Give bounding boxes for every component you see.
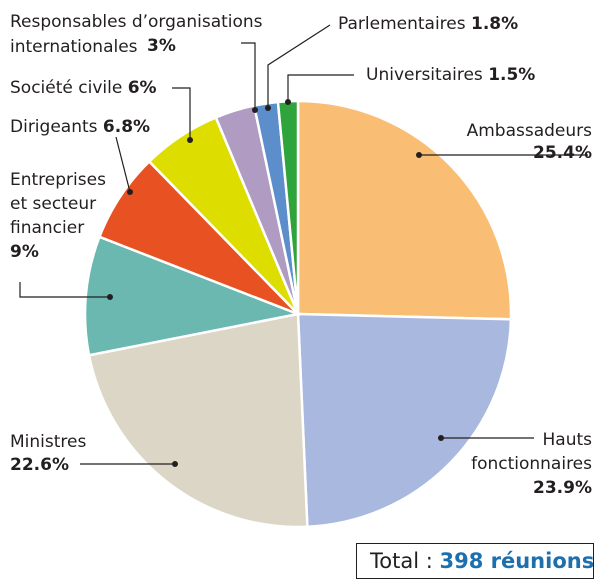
label-ambassadeurs-value: 25.4% bbox=[533, 143, 592, 163]
dot-ambassadeurs bbox=[416, 152, 422, 158]
label-ministres: Ministres 22.6% bbox=[10, 431, 86, 477]
label-responsables: Responsables d’organisations internation… bbox=[10, 10, 270, 60]
label-ministres-text: Ministres bbox=[10, 432, 87, 452]
label-entreprises-value: 9% bbox=[10, 242, 39, 262]
leader-societe bbox=[172, 87, 191, 140]
label-societe-text: Société civile bbox=[10, 78, 123, 98]
label-dirigeants-value: 6.8% bbox=[102, 117, 151, 137]
pie-slice-0 bbox=[296, 99, 513, 321]
label-hauts-value: 23.9% bbox=[533, 478, 592, 498]
label-ambassadeurs-text: Ambassadeurs bbox=[466, 121, 592, 141]
label-entreprises: Entreprises et secteur financier 9% bbox=[10, 168, 106, 264]
dot-societe bbox=[187, 137, 193, 143]
dot-parlementaires bbox=[265, 105, 271, 111]
label-societe: Société civile 6% bbox=[10, 77, 157, 99]
pie-slice-2 bbox=[87, 312, 309, 529]
label-dirigeants-text: Dirigeants bbox=[10, 117, 98, 137]
label-entreprises-text: Entreprises et secteur financier bbox=[10, 170, 106, 238]
label-parlementaires: Parlementaires 1.8% bbox=[338, 13, 518, 35]
pie-slice-1 bbox=[296, 312, 513, 529]
dot-responsables bbox=[252, 107, 258, 113]
label-dirigeants: Dirigeants 6.8% bbox=[10, 116, 150, 138]
dot-hauts bbox=[438, 435, 444, 441]
dot-universitaires bbox=[285, 99, 291, 105]
pie-slice-3 bbox=[83, 235, 300, 357]
total-value: 398 réunions bbox=[439, 549, 595, 573]
dot-ministres bbox=[172, 461, 178, 467]
label-ministres-value: 22.6% bbox=[10, 455, 69, 475]
label-ambassadeurs: Ambassadeurs 25.4% bbox=[400, 120, 592, 164]
label-hauts: Hauts fonctionnaires 23.9% bbox=[430, 428, 592, 500]
leader-parlementaires bbox=[267, 24, 331, 108]
dot-entreprises bbox=[107, 294, 113, 300]
total-label: Total : bbox=[370, 549, 433, 573]
dot-dirigeants bbox=[127, 189, 133, 195]
label-societe-value: 6% bbox=[127, 78, 157, 98]
leader-entreprises bbox=[19, 282, 110, 298]
label-responsables-value: 3% bbox=[147, 36, 176, 56]
leader-responsables bbox=[241, 42, 256, 110]
label-universitaires-value: 1.5% bbox=[488, 65, 536, 85]
label-universitaires: Universitaires 1.5% bbox=[366, 64, 535, 86]
total-box: Total : 398 réunions bbox=[356, 543, 594, 579]
label-universitaires-text: Universitaires bbox=[366, 65, 483, 85]
leader-dirigeants bbox=[115, 136, 131, 193]
label-parlementaires-text: Parlementaires bbox=[338, 14, 466, 34]
label-parlementaires-value: 1.8% bbox=[471, 14, 519, 34]
leader-universitaires bbox=[287, 74, 354, 102]
label-responsables-text: Responsables d’organisations internation… bbox=[10, 12, 263, 57]
label-hauts-text: Hauts fonctionnaires bbox=[471, 430, 592, 474]
